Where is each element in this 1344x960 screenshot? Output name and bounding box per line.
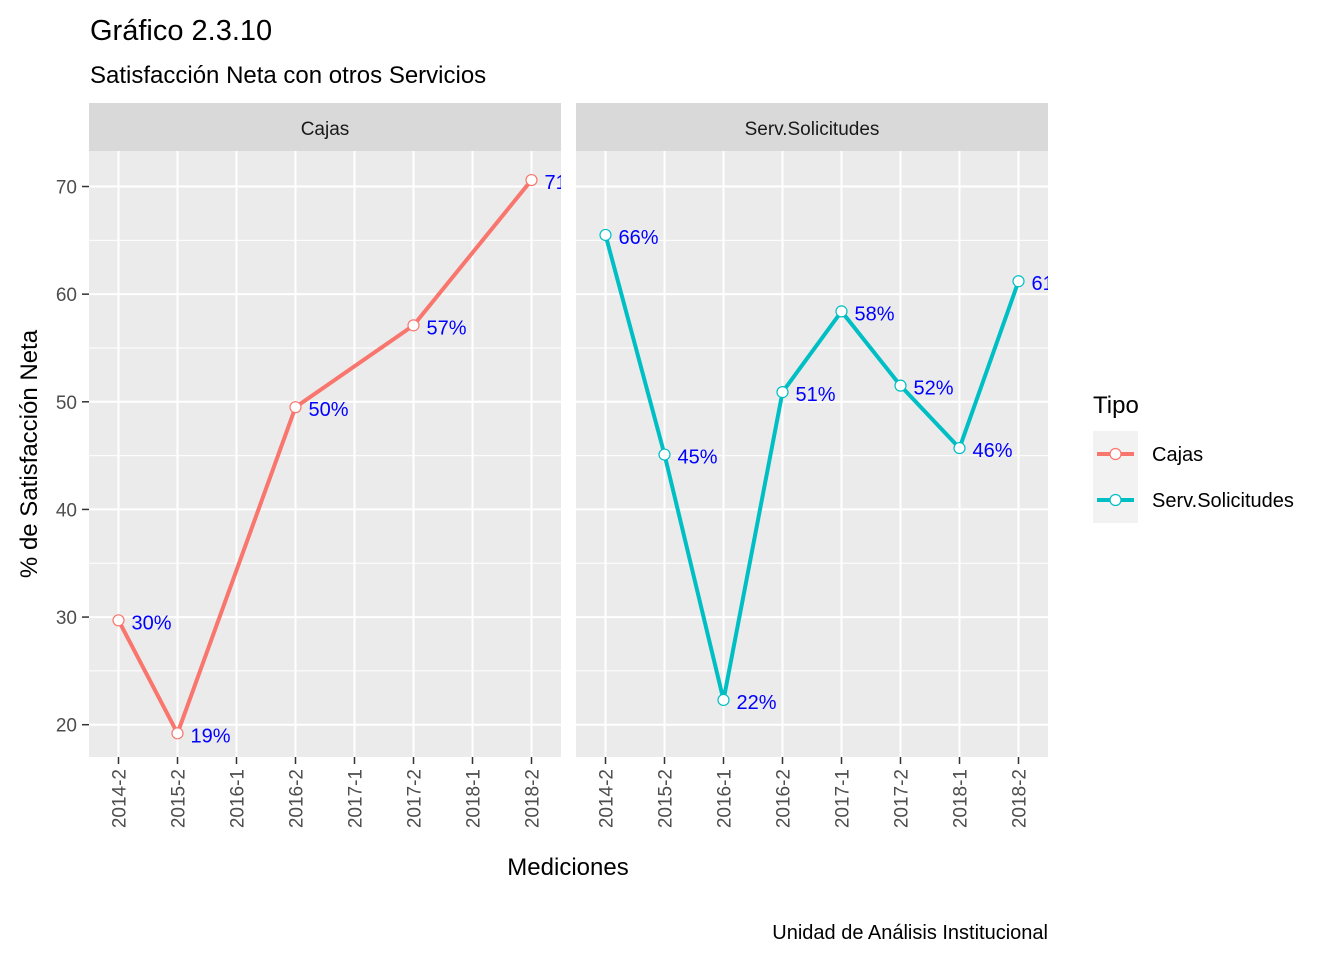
x-tick-label: 2017-1	[833, 769, 854, 828]
data-label: 45%	[678, 447, 718, 469]
legend-item: Cajas	[1093, 431, 1203, 477]
x-tick-label: 2017-2	[405, 769, 426, 828]
panel-0: Cajas 2014-2 2015-2 2016-1 2016-2 2017-1 2017-…	[56, 103, 567, 828]
data-point	[1012, 275, 1025, 288]
data-label: 22%	[737, 692, 777, 714]
data-point	[776, 386, 789, 399]
x-tick-label: 2016-1	[715, 769, 736, 828]
x-tick-label: 2017-1	[346, 769, 367, 828]
facet-strip-bg	[576, 103, 1048, 151]
data-point	[835, 305, 848, 318]
data-point	[599, 228, 612, 242]
data-labels: 66% 45% 22% 51% 58% 52% 46% 61	[619, 227, 1054, 714]
x-tick-label: 2014-2	[597, 769, 618, 828]
chart-title: Gráfico 2.3.10	[90, 15, 272, 47]
data-label: 61	[1032, 273, 1054, 295]
x-tick-label: 2015-2	[656, 769, 677, 828]
legend-label: Serv.Solicitudes	[1152, 490, 1294, 512]
data-point	[658, 448, 671, 461]
x-tick-label: 2018-1	[951, 769, 972, 828]
data-label: 58%	[855, 303, 895, 325]
data-label: 52%	[914, 378, 954, 400]
data-label: 51%	[796, 384, 836, 406]
y-tick-label: 20	[56, 716, 77, 737]
data-point	[407, 319, 420, 332]
legend-item: Serv.Solicitudes	[1093, 477, 1294, 523]
y-tick-label: 70	[56, 178, 77, 199]
facet-strip-label: Serv.Solicitudes	[745, 119, 880, 140]
panel-background	[576, 151, 1048, 757]
data-point	[289, 401, 302, 414]
x-tick-label: 2015-2	[169, 769, 190, 828]
data-point	[525, 173, 538, 187]
x-tick-label: 2017-2	[892, 769, 913, 828]
data-point	[171, 727, 184, 740]
data-label: 50%	[309, 399, 349, 421]
y-tick-label: 40	[56, 500, 77, 521]
data-point	[894, 379, 907, 392]
series-line	[603, 234, 1021, 702]
data-point	[717, 693, 730, 707]
data-label: 30%	[132, 612, 172, 634]
y-tick-label: 60	[56, 285, 77, 306]
facet-panels: Cajas 2014-2 2015-2 2016-1 2016-2 2017-1 2017-…	[56, 103, 1054, 828]
x-tick-label: 2016-2	[774, 769, 795, 828]
x-tick-label: 2018-2	[1010, 769, 1031, 828]
facet-strip-label: Cajas	[301, 119, 350, 140]
data-point	[112, 614, 125, 627]
data-labels: 30% 19% 50% 57% 71	[132, 172, 567, 747]
panel-1: Serv.Solicitudes 2014-2 2015-2 2016-1 2016-2…	[576, 103, 1054, 828]
data-label: 71	[545, 172, 567, 194]
x-tick-label: 2018-2	[523, 769, 544, 828]
data-label: 57%	[427, 317, 467, 339]
x-tick-label: 2014-2	[110, 769, 131, 828]
facet-strip-bg	[89, 103, 561, 151]
x-tick-label: 2016-2	[287, 769, 308, 828]
data-label: 66%	[619, 227, 659, 249]
legend-title: Tipo	[1093, 392, 1139, 419]
data-label: 19%	[191, 725, 231, 747]
x-tick-label: 2016-1	[228, 769, 249, 828]
y-tick-label: 30	[56, 608, 77, 629]
data-point	[953, 441, 966, 455]
y-axis-label: % de Satisfacción Neta	[16, 329, 43, 578]
legend: Tipo Cajas Serv.Solicitudes	[1093, 392, 1294, 523]
data-label: 46%	[973, 440, 1013, 462]
legend-keys: Cajas Serv.Solicitudes	[1093, 431, 1294, 523]
x-axis-label: Mediciones	[507, 854, 628, 881]
legend-key-point	[1109, 447, 1122, 461]
x-tick-label: 2018-1	[464, 769, 485, 828]
panel-background	[89, 151, 561, 757]
legend-label: Cajas	[1152, 444, 1203, 466]
y-tick-label: 50	[56, 393, 77, 414]
chart-caption: Unidad de Análisis Institucional	[772, 922, 1048, 944]
chart-subtitle: Satisfacción Neta con otros Servicios	[90, 62, 486, 89]
legend-key-point	[1109, 493, 1122, 507]
